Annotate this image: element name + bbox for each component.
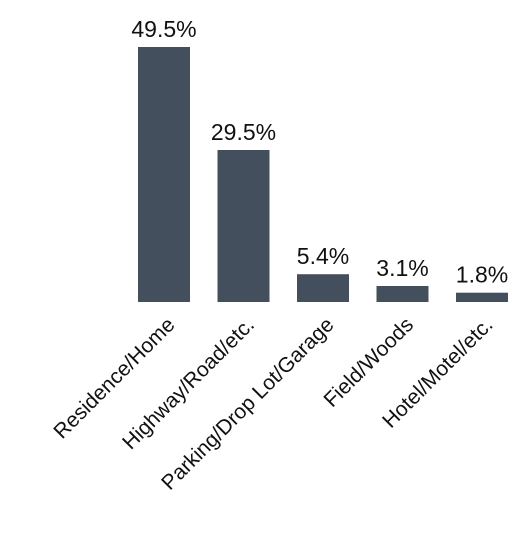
value-label-field-woods: 3.1% bbox=[376, 255, 428, 281]
value-label-parking-drop-lot-garage: 5.4% bbox=[297, 243, 349, 269]
category-labels-group: Residence/HomeHighway/Road/etc.Parking/D… bbox=[49, 313, 497, 494]
bars-group bbox=[138, 47, 508, 302]
bar-highway-road-etc bbox=[217, 150, 270, 302]
bar-residence-home bbox=[138, 47, 190, 302]
value-label-residence-home: 49.5% bbox=[131, 16, 196, 42]
value-labels-group: 49.5% 29.5% 5.4% 3.1% 1.8% bbox=[131, 16, 508, 288]
bar-parking-drop-lot-garage bbox=[297, 274, 349, 302]
bar-hotel-motel-etc bbox=[456, 292, 508, 302]
value-label-hotel-motel-etc: 1.8% bbox=[456, 262, 508, 288]
bar-field-woods bbox=[376, 286, 429, 302]
value-label-highway-road-etc: 29.5% bbox=[211, 119, 276, 145]
category-label-highway-road-etc: Highway/Road/etc. bbox=[118, 313, 259, 454]
